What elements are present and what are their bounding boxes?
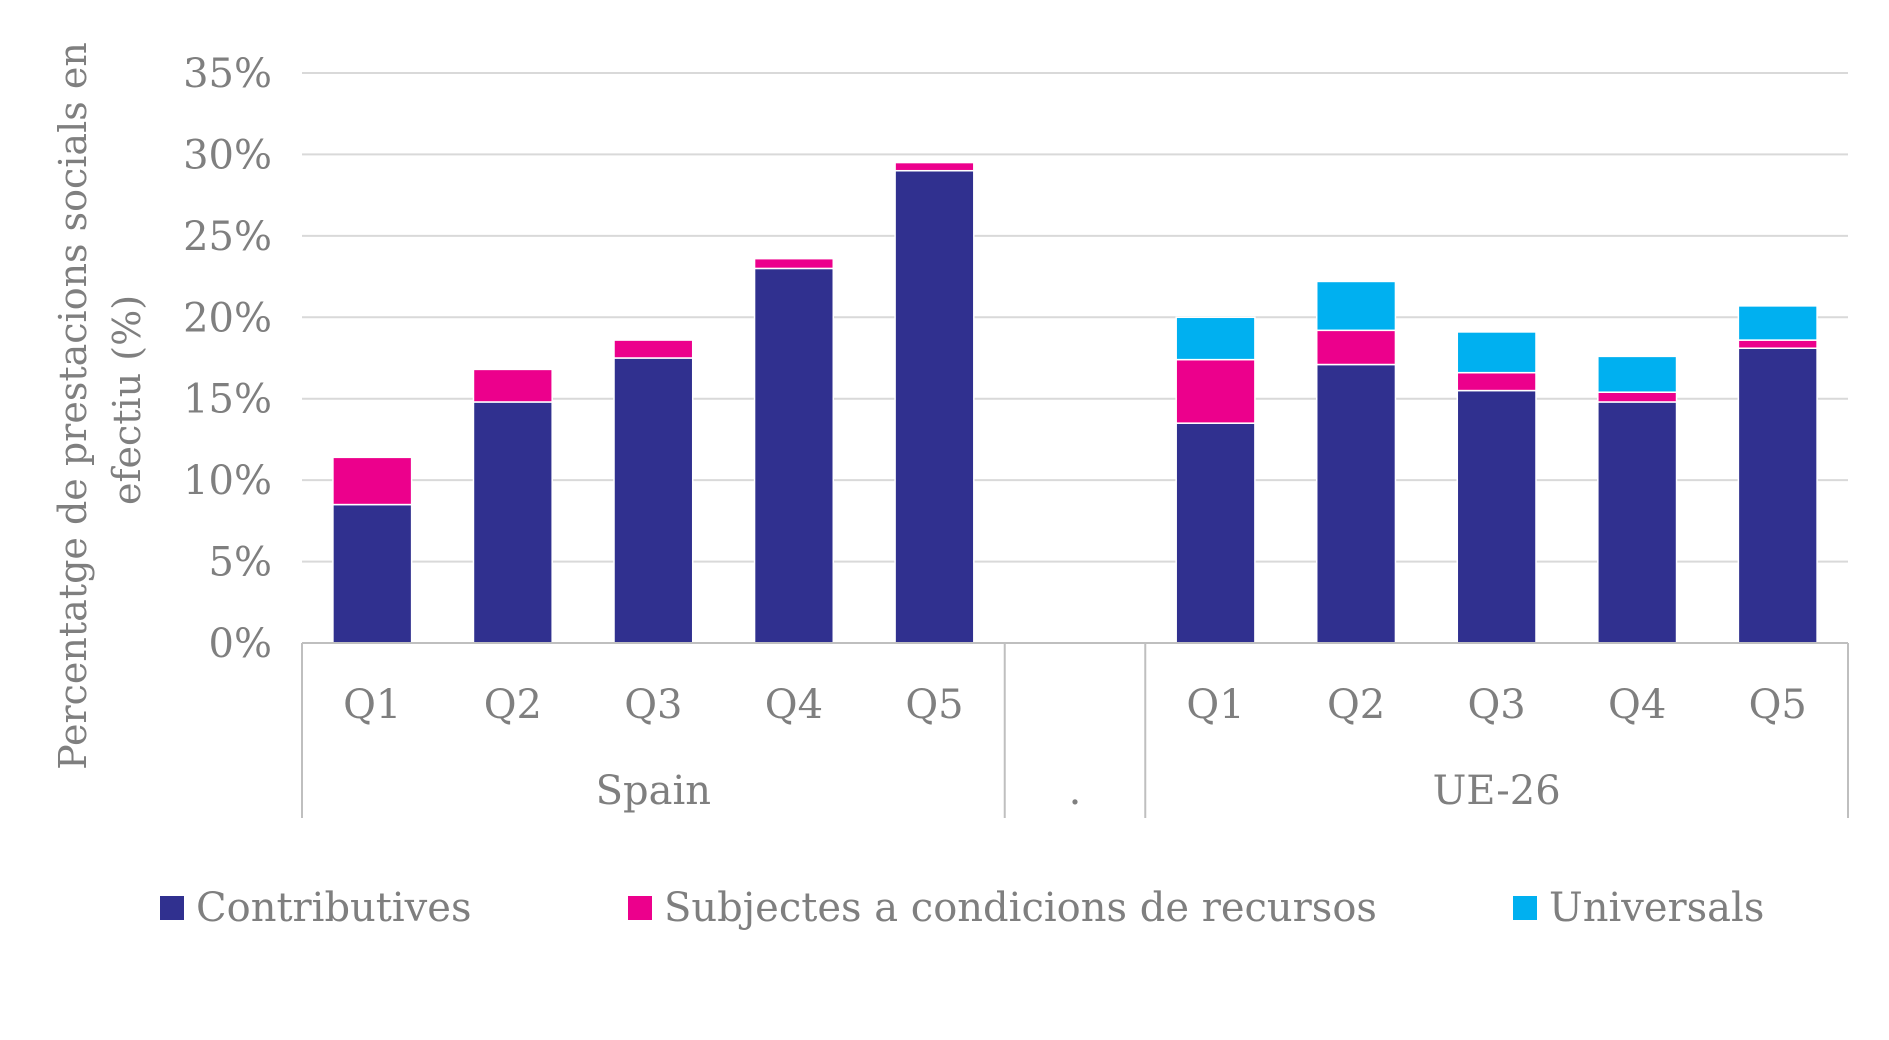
- x-category-label: Q4: [1608, 682, 1666, 728]
- bar-segment-2: [332, 456, 413, 506]
- y-axis-label-line-1: Percentatge de prestacions socials en: [51, 42, 95, 770]
- bar-segment-1: [894, 169, 975, 644]
- bar-segment-2: [894, 161, 975, 172]
- legend-swatch-3: [1513, 896, 1537, 920]
- bar-segment-2: [1737, 339, 1818, 349]
- bar-segment-1: [1737, 347, 1818, 644]
- legend-label-2: Subjectes a condicions de recursos: [664, 885, 1377, 931]
- y-axis-ticks: 0% 5% 10% 15% 20% 25% 30% 35%: [183, 51, 272, 667]
- bar-segment-2: [1456, 371, 1537, 392]
- bar-segment-3: [1597, 355, 1678, 393]
- legend-label-3: Universals: [1549, 885, 1764, 931]
- x-category-label: Q3: [624, 682, 682, 728]
- y-tick-label: 35%: [183, 51, 272, 97]
- y-tick-label: 5%: [209, 540, 272, 586]
- bar-segment-2: [613, 339, 694, 359]
- bar-segment-1: [332, 503, 413, 644]
- bar-segment-3: [1175, 316, 1256, 361]
- y-tick-label: 25%: [183, 214, 272, 260]
- x-category-label: Q4: [765, 682, 823, 728]
- gridlines: [302, 72, 1848, 563]
- y-axis-label: Percentatge de prestacions socials en ef…: [51, 30, 149, 770]
- x-group-label: Spain: [596, 768, 711, 814]
- bar-segment-3: [1737, 305, 1818, 341]
- bar-segment-2: [1597, 391, 1678, 403]
- bars: [332, 161, 1818, 644]
- bar-segment-1: [1315, 363, 1397, 644]
- bar-segment-2: [472, 368, 553, 403]
- bar-segment-2: [1315, 329, 1397, 366]
- bar-segment-1: [472, 401, 553, 644]
- bar-segment-2: [1175, 358, 1256, 424]
- bar-segment-1: [1175, 422, 1256, 644]
- x-category-label: Q5: [905, 682, 963, 728]
- x-category-label: Q2: [1327, 682, 1385, 728]
- legend-label-1: Contributives: [196, 885, 471, 931]
- x-axis: Q1 Q2 Q3 Q4 Q5 Q1 Q2 Q3 Q4 Q5 Spain. UE-26: [301, 642, 1849, 818]
- legend-swatch-2: [628, 896, 652, 920]
- x-group-label: UE-26: [1433, 768, 1561, 814]
- legend: Contributives Subjectes a condicions de r…: [160, 885, 1764, 931]
- x-category-label: Q5: [1749, 682, 1807, 728]
- bar-segment-2: [753, 257, 835, 270]
- x-category-label: Q1: [343, 682, 401, 728]
- bar-segment-3: [1456, 331, 1537, 374]
- x-category-label: Q1: [1186, 682, 1244, 728]
- bar-segment-3: [1315, 280, 1397, 332]
- bar-segment-1: [1597, 401, 1678, 644]
- x-category-label: Q3: [1468, 682, 1526, 728]
- bar-segment-1: [613, 357, 694, 644]
- y-tick-label: 10%: [183, 458, 272, 504]
- y-tick-label: 0%: [209, 621, 272, 667]
- y-tick-label: 20%: [183, 295, 272, 341]
- y-tick-label: 30%: [183, 132, 272, 178]
- legend-swatch-1: [160, 896, 184, 920]
- bar-segment-1: [1456, 389, 1537, 644]
- x-group-label: .: [1069, 768, 1082, 814]
- y-tick-label: 15%: [183, 377, 272, 423]
- x-category-label: Q2: [484, 682, 542, 728]
- y-axis-label-line-2: efectiu (%): [105, 295, 149, 505]
- bar-segment-1: [753, 267, 835, 644]
